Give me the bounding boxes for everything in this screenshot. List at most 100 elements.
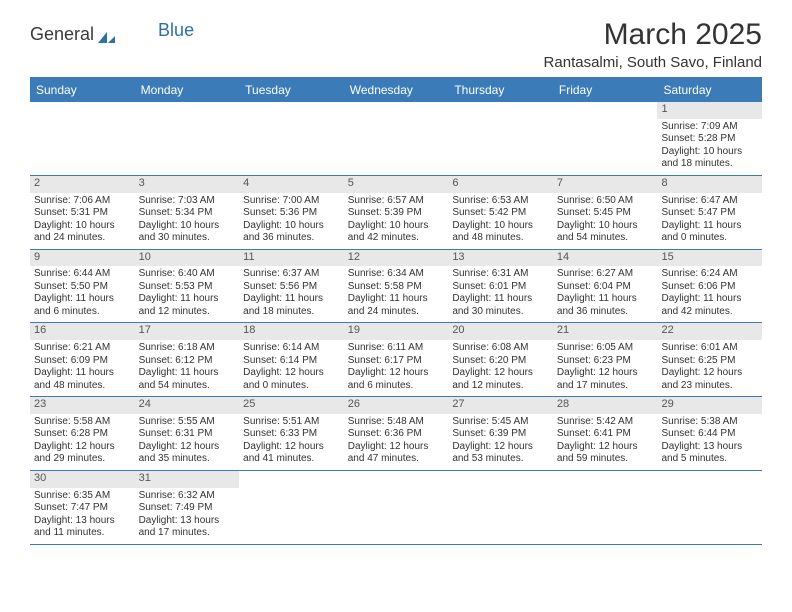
sunrise-text: Sunrise: 6:05 AM [557,342,654,355]
week-row: 9Sunrise: 6:44 AMSunset: 5:50 PMDaylight… [30,250,762,324]
daylight-text: Daylight: 11 hours and 48 minutes. [34,367,131,392]
sunset-text: Sunset: 6:28 PM [34,428,131,441]
daylight-text: Daylight: 11 hours and 54 minutes. [139,367,236,392]
sunset-text: Sunset: 5:53 PM [139,281,236,294]
cell-body: Sunrise: 7:06 AMSunset: 5:31 PMDaylight:… [30,193,135,249]
sunrise-text: Sunrise: 6:18 AM [139,342,236,355]
sunrise-text: Sunrise: 7:03 AM [139,195,236,208]
cell-date: 12 [344,250,449,267]
sunrise-text: Sunrise: 5:42 AM [557,416,654,429]
calendar-cell: 17Sunrise: 6:18 AMSunset: 6:12 PMDayligh… [135,323,240,396]
day-header-cell: Wednesday [344,79,449,102]
daylight-text: Daylight: 11 hours and 42 minutes. [661,293,758,318]
daylight-text: Daylight: 12 hours and 59 minutes. [557,441,654,466]
daylight-text: Daylight: 10 hours and 30 minutes. [139,220,236,245]
sunrise-text: Sunrise: 5:55 AM [139,416,236,429]
cell-body: Sunrise: 7:03 AMSunset: 5:34 PMDaylight:… [135,193,240,249]
cell-body: Sunrise: 6:32 AMSunset: 7:49 PMDaylight:… [135,488,240,544]
week-row: 16Sunrise: 6:21 AMSunset: 6:09 PMDayligh… [30,323,762,397]
calendar-cell: 19Sunrise: 6:11 AMSunset: 6:17 PMDayligh… [344,323,449,396]
calendar-cell [448,471,553,544]
cell-date: 27 [448,397,553,414]
sunset-text: Sunset: 6:04 PM [557,281,654,294]
sunset-text: Sunset: 5:34 PM [139,207,236,220]
cell-date [448,471,553,488]
daylight-text: Daylight: 11 hours and 12 minutes. [139,293,236,318]
calendar-cell: 1Sunrise: 7:09 AMSunset: 5:28 PMDaylight… [657,102,762,175]
sunset-text: Sunset: 6:17 PM [348,355,445,368]
sunset-text: Sunset: 6:12 PM [139,355,236,368]
sunrise-text: Sunrise: 6:27 AM [557,268,654,281]
cell-date: 23 [30,397,135,414]
sunset-text: Sunset: 6:39 PM [452,428,549,441]
sunset-text: Sunset: 5:50 PM [34,281,131,294]
calendar-cell [30,102,135,175]
cell-body: Sunrise: 6:24 AMSunset: 6:06 PMDaylight:… [657,266,762,322]
cell-body: Sunrise: 6:35 AMSunset: 7:47 PMDaylight:… [30,488,135,544]
title-block: March 2025 Rantasalmi, South Savo, Finla… [544,18,762,71]
cell-date: 6 [448,176,553,193]
sunset-text: Sunset: 5:58 PM [348,281,445,294]
calendar-cell [135,102,240,175]
calendar-cell [448,102,553,175]
cell-body: Sunrise: 6:08 AMSunset: 6:20 PMDaylight:… [448,340,553,396]
cell-date: 1 [657,102,762,119]
cell-body: Sunrise: 6:11 AMSunset: 6:17 PMDaylight:… [344,340,449,396]
daylight-text: Daylight: 11 hours and 6 minutes. [34,293,131,318]
cell-body: Sunrise: 5:55 AMSunset: 6:31 PMDaylight:… [135,414,240,470]
cell-body: Sunrise: 6:50 AMSunset: 5:45 PMDaylight:… [553,193,658,249]
logo: General Blue [30,24,194,45]
daylight-text: Daylight: 12 hours and 53 minutes. [452,441,549,466]
calendar-cell: 13Sunrise: 6:31 AMSunset: 6:01 PMDayligh… [448,250,553,323]
calendar-cell: 12Sunrise: 6:34 AMSunset: 5:58 PMDayligh… [344,250,449,323]
daylight-text: Daylight: 10 hours and 36 minutes. [243,220,340,245]
daylight-text: Daylight: 12 hours and 35 minutes. [139,441,236,466]
cell-date [553,102,658,119]
cell-body [239,488,344,494]
cell-date: 15 [657,250,762,267]
sunrise-text: Sunrise: 6:44 AM [34,268,131,281]
calendar: SundayMondayTuesdayWednesdayThursdayFrid… [30,77,762,545]
daylight-text: Daylight: 13 hours and 17 minutes. [139,515,236,540]
cell-date [239,471,344,488]
calendar-cell: 3Sunrise: 7:03 AMSunset: 5:34 PMDaylight… [135,176,240,249]
day-header-row: SundayMondayTuesdayWednesdayThursdayFrid… [30,79,762,102]
calendar-cell [553,102,658,175]
cell-body: Sunrise: 6:05 AMSunset: 6:23 PMDaylight:… [553,340,658,396]
sunrise-text: Sunrise: 6:50 AM [557,195,654,208]
logo-text-general: General [30,24,94,45]
cell-body: Sunrise: 7:09 AMSunset: 5:28 PMDaylight:… [657,119,762,175]
daylight-text: Daylight: 11 hours and 24 minutes. [348,293,445,318]
cell-date [448,102,553,119]
daylight-text: Daylight: 12 hours and 12 minutes. [452,367,549,392]
cell-date [553,471,658,488]
daylight-text: Daylight: 12 hours and 0 minutes. [243,367,340,392]
cell-body: Sunrise: 6:14 AMSunset: 6:14 PMDaylight:… [239,340,344,396]
calendar-cell [553,471,658,544]
sunrise-text: Sunrise: 6:35 AM [34,490,131,503]
daylight-text: Daylight: 10 hours and 18 minutes. [661,146,758,171]
cell-body: Sunrise: 6:57 AMSunset: 5:39 PMDaylight:… [344,193,449,249]
calendar-cell: 14Sunrise: 6:27 AMSunset: 6:04 PMDayligh… [553,250,658,323]
sunrise-text: Sunrise: 6:32 AM [139,490,236,503]
sunset-text: Sunset: 5:42 PM [452,207,549,220]
daylight-text: Daylight: 13 hours and 5 minutes. [661,441,758,466]
cell-date: 30 [30,471,135,488]
sunrise-text: Sunrise: 6:01 AM [661,342,758,355]
cell-body [344,119,449,125]
calendar-cell: 5Sunrise: 6:57 AMSunset: 5:39 PMDaylight… [344,176,449,249]
cell-date: 29 [657,397,762,414]
cell-date: 24 [135,397,240,414]
sunrise-text: Sunrise: 6:57 AM [348,195,445,208]
calendar-cell [239,102,344,175]
sunset-text: Sunset: 6:41 PM [557,428,654,441]
cell-date: 18 [239,323,344,340]
calendar-cell: 4Sunrise: 7:00 AMSunset: 5:36 PMDaylight… [239,176,344,249]
calendar-cell [344,102,449,175]
calendar-cell: 18Sunrise: 6:14 AMSunset: 6:14 PMDayligh… [239,323,344,396]
calendar-cell: 10Sunrise: 6:40 AMSunset: 5:53 PMDayligh… [135,250,240,323]
sunset-text: Sunset: 5:56 PM [243,281,340,294]
cell-date: 10 [135,250,240,267]
daylight-text: Daylight: 12 hours and 6 minutes. [348,367,445,392]
sunrise-text: Sunrise: 6:08 AM [452,342,549,355]
